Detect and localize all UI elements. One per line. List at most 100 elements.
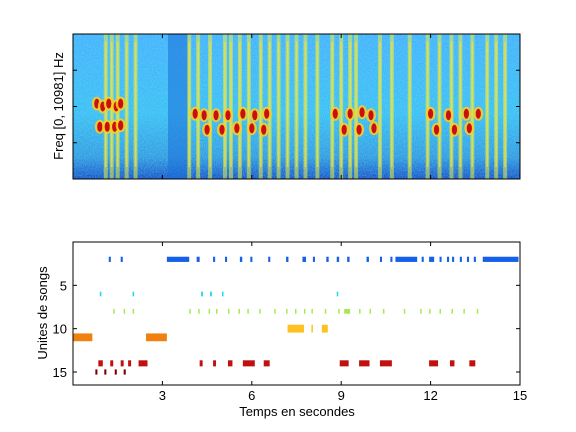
raster-segment — [238, 308, 240, 314]
raster-segment — [459, 256, 462, 262]
raster-segment — [263, 360, 270, 367]
raster-segment — [336, 291, 339, 297]
raster-segment — [123, 308, 126, 314]
raster-segment — [242, 360, 255, 367]
spectrogram-call — [240, 108, 246, 119]
spectrogram-call — [204, 124, 210, 135]
spectrogram-call — [445, 110, 452, 121]
raster-segment — [366, 256, 369, 262]
raster-segment — [439, 256, 442, 262]
spectrogram-call — [475, 108, 481, 119]
raster-segment — [379, 360, 392, 367]
raster-xtick-label: 15 — [513, 388, 527, 403]
spectrogram-call — [234, 123, 240, 134]
spectrogram-stripe-core — [197, 42, 199, 167]
raster-segment — [114, 369, 117, 375]
raster-segment — [250, 256, 253, 262]
raster-segment — [224, 256, 228, 262]
spectrogram-call — [347, 108, 353, 119]
raster-segment — [222, 291, 224, 297]
spectrogram-call — [341, 124, 347, 135]
raster-segment — [201, 291, 203, 297]
raster-xtick-label: 6 — [248, 388, 255, 403]
raster-segment — [324, 308, 327, 314]
raster-segment — [482, 256, 519, 262]
spectrogram-call — [97, 121, 103, 132]
raster-segment — [338, 308, 340, 314]
raster-segment — [339, 360, 349, 367]
spectrogram-ylabel: Freq [0, 10981] Hz — [51, 52, 66, 160]
spectrogram-call — [264, 108, 270, 119]
spectrogram-call — [463, 108, 469, 119]
spectrogram-call — [219, 124, 225, 135]
spectrogram-call — [104, 121, 110, 132]
raster-segment — [420, 308, 422, 314]
raster-segment — [208, 308, 211, 314]
spectrogram-stripe-core — [495, 42, 497, 167]
spectrogram-stripe-core — [134, 42, 137, 167]
spectrogram-stripe-core — [426, 42, 429, 167]
spectrogram-call — [368, 110, 374, 121]
raster-segment — [268, 256, 271, 262]
spectrogram-panel: Freq [0, 10981] Hz — [51, 33, 521, 180]
raster-segment — [247, 308, 249, 314]
raster-segment — [259, 308, 261, 314]
raster-segment — [390, 256, 393, 262]
raster-segment — [120, 360, 124, 367]
raster-panel: 3 6 9 12 15 5 10 15 Temps en secondes Unites de… — [35, 241, 527, 419]
raster-segment — [196, 256, 200, 262]
raster-segment — [312, 256, 315, 262]
raster-segment — [429, 360, 439, 367]
raster-segment — [104, 369, 107, 375]
spectrogram-call — [225, 110, 231, 121]
raster-segment — [108, 256, 111, 262]
spectrogram-dark-band — [168, 34, 188, 179]
raster-segment — [110, 360, 114, 367]
spectrogram-call — [371, 123, 377, 134]
spectrogram-stripe-core — [248, 42, 250, 167]
raster-segment — [286, 308, 288, 314]
raster-segment — [379, 256, 383, 262]
raster-segment — [449, 360, 455, 367]
raster-segment — [359, 308, 361, 314]
raster-segment — [95, 369, 98, 375]
raster-segment — [446, 256, 450, 262]
raster-segment — [369, 308, 372, 314]
raster-segment — [359, 360, 370, 367]
raster-segment — [463, 308, 465, 314]
spectrogram-stripe-core — [224, 42, 226, 167]
raster-segment — [227, 308, 230, 314]
spectrogram-stripe-core — [459, 42, 462, 167]
spectrogram-stripe-core — [316, 42, 319, 167]
spectrogram-stripe-core — [304, 42, 307, 167]
raster-ylabel: Unites de songs — [35, 266, 50, 360]
raster-segment — [295, 308, 297, 314]
raster-segment — [123, 369, 126, 375]
spectrogram-stripe-core — [286, 42, 289, 167]
raster-segment — [99, 291, 102, 297]
raster-segment — [395, 256, 418, 262]
raster-xtick-label: 9 — [338, 388, 345, 403]
raster-axes-frame — [72, 241, 521, 386]
raster-segment — [113, 308, 115, 314]
spectrogram-stripe-core — [349, 42, 351, 167]
spectrogram-call — [249, 123, 255, 134]
raster-segment — [166, 256, 190, 262]
spectrogram-stripe-core — [239, 42, 241, 167]
spectrogram-stripe-core — [268, 42, 271, 167]
raster-segment — [326, 256, 329, 262]
raster-ytick-label: 15 — [53, 365, 67, 380]
raster-segment — [216, 308, 218, 314]
raster-segment — [213, 256, 216, 262]
spectrogram-stripe-core — [379, 42, 381, 167]
raster-segment — [321, 324, 328, 333]
spectrogram-stripe-core — [340, 42, 342, 167]
raster-segment — [429, 308, 431, 314]
raster-segment — [344, 308, 351, 314]
spectrogram-call — [192, 108, 198, 119]
spectrogram-call — [201, 110, 207, 121]
raster-segment — [210, 291, 212, 297]
raster-segment — [198, 308, 200, 314]
spectrogram-call — [213, 110, 219, 121]
